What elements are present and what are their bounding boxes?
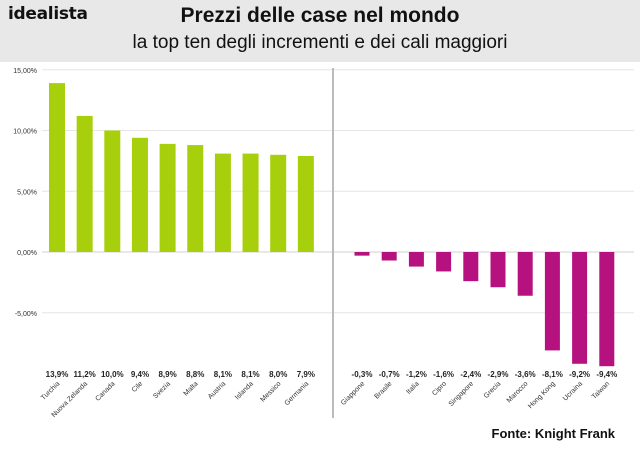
data-label: 8,8% (186, 370, 204, 379)
bar-grecia (490, 252, 506, 288)
x-tick-label: Germania (284, 380, 311, 407)
x-tick-label: Islanda (234, 380, 255, 401)
bar-marocco (517, 252, 533, 296)
x-tick-label: Turchia (40, 380, 61, 401)
bar-giappone (354, 252, 370, 256)
bar-svezia (159, 143, 176, 252)
x-tick-label: Canada (94, 380, 116, 402)
header-banner: idealista Prezzi delle case nel mondo la… (0, 0, 640, 62)
data-label: 13,9% (46, 370, 69, 379)
data-label: 9,4% (131, 370, 149, 379)
chart-title: Prezzi delle case nel mondo (180, 4, 460, 27)
x-tick-label: Malta (183, 380, 200, 397)
data-label: -2,9% (488, 370, 509, 379)
bar-messico (270, 154, 287, 252)
source-note: Fonte: Knight Frank (491, 426, 616, 441)
x-tick-label: Taiwan (591, 380, 611, 400)
data-label: -1,2% (406, 370, 427, 379)
bar-austria (214, 153, 231, 252)
bar-taiwan (599, 252, 615, 367)
bar-cile (131, 137, 148, 252)
data-label: -9,4% (596, 370, 617, 379)
bar-germania (297, 156, 314, 252)
data-label: -1,6% (433, 370, 454, 379)
bar-turchia (49, 83, 65, 253)
x-tick-label: Grecia (483, 380, 503, 400)
data-label: 8,1% (241, 370, 259, 379)
data-label: -2,4% (460, 370, 481, 379)
data-label: 10,0% (101, 370, 124, 379)
x-tick-label: Ucraina (562, 380, 584, 402)
x-tick-label: Italia (405, 380, 420, 395)
x-tick-label: Svezia (152, 380, 172, 400)
bar-cipro (436, 252, 452, 272)
bar-islanda (242, 153, 259, 252)
x-tick-label: Austria (207, 380, 227, 400)
x-tick-label: Marocco (506, 380, 530, 404)
data-label: 8,0% (269, 370, 287, 379)
idealista-logo: idealista (8, 4, 88, 24)
x-tick-label: Brasile (374, 380, 394, 400)
data-label: 7,9% (297, 370, 315, 379)
bar-brasile (381, 252, 397, 261)
y-tick-label: 0,00% (17, 250, 37, 257)
data-label: -8,1% (542, 370, 563, 379)
bar-nuova-zelanda (76, 115, 93, 252)
data-label: -3,6% (515, 370, 536, 379)
bar-malta (187, 145, 204, 252)
data-label: 8,9% (158, 370, 176, 379)
x-tick-label: Messico (260, 380, 283, 403)
data-label: 8,1% (214, 370, 232, 379)
bar-italia (408, 252, 424, 267)
data-label: 11,2% (74, 370, 96, 379)
x-tick-label: Hong Kong (527, 380, 557, 410)
y-tick-label: 15,00% (13, 68, 37, 75)
chart-subtitle: la top ten degli incrementi e dei cali m… (132, 32, 508, 53)
bar-hong-kong (544, 252, 560, 351)
bar-canada (104, 130, 121, 252)
bar-singapore (463, 252, 479, 282)
data-label: -0,3% (352, 370, 373, 379)
x-tick-label: Singapore (448, 380, 476, 408)
y-tick-label: 10,00% (13, 129, 37, 136)
x-tick-label: Cile (131, 380, 145, 394)
x-tick-label: Cipro (431, 380, 448, 397)
y-tick-label: 5,00% (17, 189, 37, 196)
data-label: -0,7% (379, 370, 400, 379)
y-tick-label: -5,00% (15, 311, 37, 318)
x-tick-label: Giappone (340, 380, 366, 406)
data-label: -9,2% (569, 370, 590, 379)
bar-ucraina (572, 252, 588, 364)
